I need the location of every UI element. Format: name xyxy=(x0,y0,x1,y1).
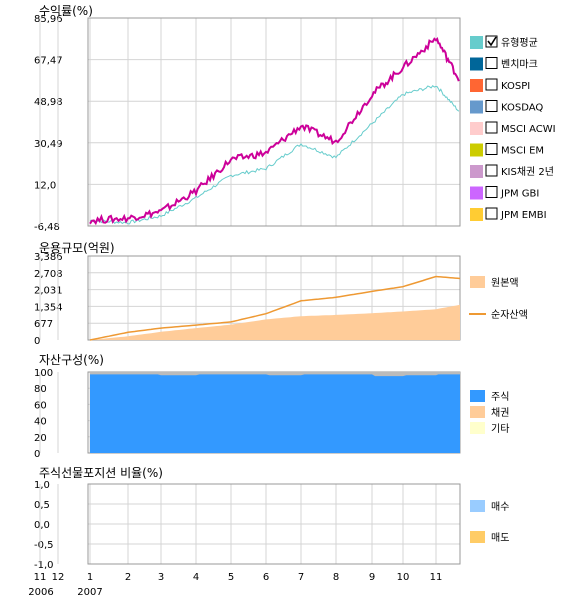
legend-checkbox xyxy=(485,143,498,155)
y-tick-label: 2,031 xyxy=(34,286,63,297)
legend-label: KOSDAQ xyxy=(501,103,543,114)
legend-label: 매수 xyxy=(491,501,509,513)
x-year-label: 2007 xyxy=(77,587,102,598)
x-tick-label: 11 xyxy=(430,572,443,583)
legend-label: 매도 xyxy=(491,532,509,544)
legend-label: 유형평균 xyxy=(501,37,538,49)
y-tick-label: 3,386 xyxy=(34,252,63,263)
legend-swatch xyxy=(470,406,485,418)
x-tick-label: 2 xyxy=(125,572,131,583)
plot-frame xyxy=(87,483,461,565)
series-line-유형평균 xyxy=(89,37,460,226)
legend-checkbox xyxy=(485,57,498,69)
x-tick-label: 5 xyxy=(228,572,234,583)
legend-swatch xyxy=(470,165,483,178)
legend-label: MSCI ACWI xyxy=(501,124,556,135)
panel-title: 운용규모(억원) xyxy=(39,241,115,255)
legend-checkbox xyxy=(485,186,498,198)
y-tick-label: 0,0 xyxy=(34,520,50,531)
line-순자산액 xyxy=(89,275,461,341)
legend-label: 벤치마크 xyxy=(501,59,538,71)
legend-swatch xyxy=(470,143,483,157)
legend-label: JPM EMBI xyxy=(500,210,547,221)
y-tick-label: -6,48 xyxy=(34,222,60,233)
y-tick-label: 12,0 xyxy=(34,180,56,191)
x-tick-label: 7 xyxy=(298,572,304,583)
y-tick-label: 1,354 xyxy=(34,302,63,313)
legend-swatch xyxy=(470,208,483,221)
y-tick-label: 100 xyxy=(34,368,53,379)
legend-swatch xyxy=(470,100,483,114)
y-tick-label: -1,0 xyxy=(34,560,54,571)
legend-checkbox xyxy=(485,78,498,91)
x-tick-label: 1 xyxy=(87,572,93,583)
legend-checkbox xyxy=(485,100,498,112)
y-tick-label: 67,47 xyxy=(34,56,63,67)
panel-title: 자산구성(%) xyxy=(39,353,104,367)
panel-title: 주식선물포지션 비율(%) xyxy=(39,466,163,480)
legend-swatch xyxy=(470,57,483,71)
legend-swatch xyxy=(470,276,485,288)
legend-label: 채권 xyxy=(491,407,509,419)
series-line-벤치마크 xyxy=(89,84,460,225)
legend-swatch xyxy=(470,79,483,92)
legend-swatch xyxy=(470,500,485,512)
x-tick-label: 10 xyxy=(397,572,410,583)
legend-swatch xyxy=(470,186,483,200)
y-tick-label: 1,0 xyxy=(34,480,50,491)
x-year-label: 2006 xyxy=(28,587,53,598)
y-tick-label: -0,5 xyxy=(34,540,54,551)
y-tick-label: 30,49 xyxy=(34,139,63,150)
legend-label: 기타 xyxy=(491,423,509,435)
panel-title: 수익률(%) xyxy=(39,4,93,18)
legend-swatch xyxy=(470,36,483,49)
y-tick-label: 677 xyxy=(34,319,53,330)
y-tick-label: 0,5 xyxy=(34,500,50,511)
x-tick-label: 6 xyxy=(263,572,269,583)
x-tick-label: 11 xyxy=(34,572,47,583)
legend-label: 순자산액 xyxy=(491,309,528,321)
check-icon xyxy=(487,36,497,47)
x-tick-label: 12 xyxy=(52,572,65,583)
x-tick-label: 8 xyxy=(333,572,339,583)
y-tick-label: 85,96 xyxy=(34,14,63,25)
legend-swatch xyxy=(470,122,483,135)
legend-swatch xyxy=(470,422,485,434)
legend-label: 주식 xyxy=(491,391,509,403)
area-주식 xyxy=(90,374,460,453)
x-tick-label: 4 xyxy=(193,572,199,583)
legend-label: MSCI EM xyxy=(501,146,544,157)
legend-label: JPM GBI xyxy=(500,189,539,200)
y-tick-label: 2,708 xyxy=(34,269,63,280)
y-tick-label: 48,98 xyxy=(34,97,63,108)
legend-checkbox xyxy=(485,121,498,134)
y-tick-label: 0 xyxy=(34,336,40,347)
legend-label: 원본액 xyxy=(491,277,519,289)
legend-label: KIS채권 2년 xyxy=(501,166,554,178)
legend-checkbox xyxy=(485,35,498,48)
legend-swatch xyxy=(470,531,485,543)
x-tick-label: 3 xyxy=(158,572,164,583)
y-tick-label: 0 xyxy=(34,449,40,460)
legend-label: KOSPI xyxy=(501,81,530,92)
plot-frame xyxy=(87,17,461,227)
legend-swatch xyxy=(470,390,485,402)
legend-checkbox xyxy=(485,164,498,177)
legend-checkbox xyxy=(485,207,498,220)
area-원본액 xyxy=(90,304,460,340)
x-tick-label: 9 xyxy=(369,572,375,583)
